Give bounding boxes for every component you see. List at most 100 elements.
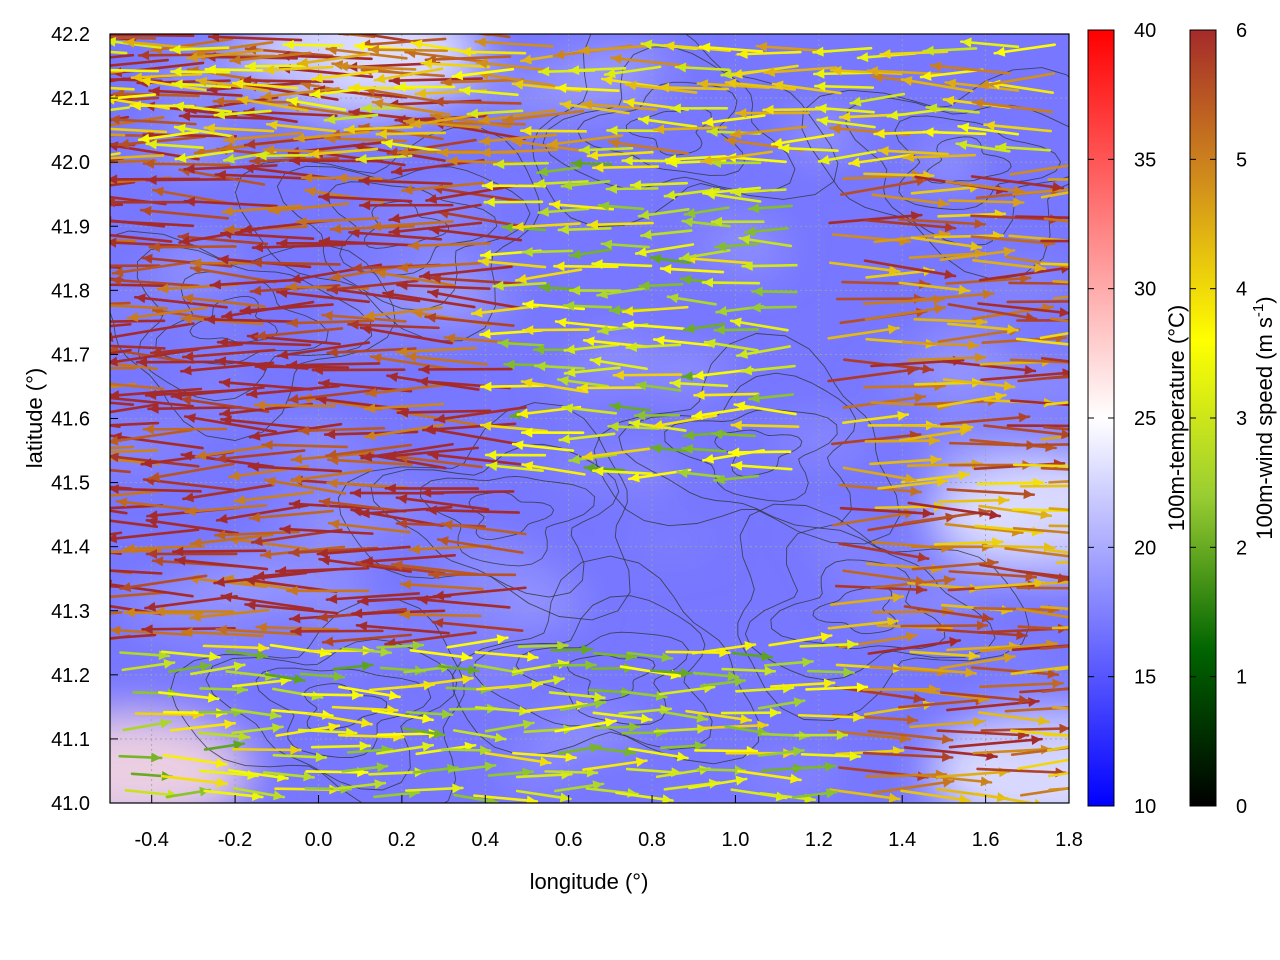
wind-arrow bbox=[946, 488, 1036, 500]
wind-arrow bbox=[250, 257, 341, 268]
wind-arrow bbox=[343, 124, 414, 135]
x-tick-label: -0.4 bbox=[134, 829, 168, 851]
wind-arrow bbox=[139, 206, 230, 220]
wind-arrow bbox=[406, 674, 474, 688]
wind-arrow bbox=[688, 775, 748, 790]
wind-arrow bbox=[546, 134, 624, 149]
wind-arrow bbox=[477, 256, 547, 269]
wind-arrow bbox=[1040, 605, 1069, 611]
wind-arrow bbox=[560, 179, 611, 191]
wind-arrow bbox=[839, 506, 935, 519]
y-tick-label: 41.4 bbox=[51, 537, 90, 559]
wind-arrow bbox=[223, 131, 303, 145]
wind-arrow bbox=[110, 382, 165, 391]
y-tick-label: 41.1 bbox=[51, 729, 90, 751]
wind-arrow bbox=[702, 186, 762, 198]
y-axis-ticks: 41.0 41.1 41.2 41.3 41.4 41.5 41.6 41.7 41.8 41.9… bbox=[51, 24, 118, 815]
wind-arrow bbox=[563, 366, 621, 378]
wind-arrow bbox=[691, 640, 757, 655]
wind-arrow bbox=[272, 752, 328, 763]
wind-arrow bbox=[797, 712, 865, 723]
colorbar-tick-label: 6 bbox=[1236, 20, 1247, 42]
wind-arrow bbox=[589, 356, 648, 371]
wind-arrow bbox=[231, 723, 284, 735]
wind-arrow bbox=[657, 82, 730, 93]
wind-arrow bbox=[276, 341, 371, 360]
wind-arrow bbox=[1051, 706, 1069, 710]
wind-arrow bbox=[262, 64, 334, 75]
wind-arrow bbox=[311, 365, 406, 376]
wind-arrow bbox=[203, 789, 264, 801]
wind-arrow bbox=[395, 346, 478, 357]
y-tick-label: 42.2 bbox=[51, 24, 90, 46]
wind-arrow bbox=[945, 180, 1026, 196]
colorbar-tick-label: 3 bbox=[1236, 408, 1247, 430]
wind-arrow bbox=[1040, 262, 1069, 266]
wind-arrow bbox=[145, 139, 204, 150]
wind-arrow bbox=[685, 709, 753, 724]
wind-arrow bbox=[550, 644, 594, 655]
wind-arrow bbox=[621, 305, 689, 317]
wind-arrow bbox=[174, 149, 234, 163]
temperature-patch bbox=[643, 355, 728, 389]
wind-arrow bbox=[1014, 215, 1069, 219]
wind-arrow bbox=[110, 633, 157, 640]
wind-arrow bbox=[929, 61, 1011, 75]
wind-arrow bbox=[327, 519, 411, 534]
wind-arrow bbox=[561, 403, 618, 415]
wind-arrow bbox=[316, 545, 411, 559]
x-tick-label: 1.0 bbox=[722, 829, 750, 851]
wind-arrow bbox=[693, 390, 760, 401]
wind-arrow bbox=[264, 673, 306, 684]
wind-arrow bbox=[364, 383, 450, 398]
wind-arrow bbox=[605, 183, 659, 194]
wind-arrow bbox=[286, 388, 378, 404]
wind-arrow bbox=[682, 322, 726, 334]
wind-arrow bbox=[369, 220, 454, 232]
wind-arrow bbox=[634, 380, 682, 392]
wind-arrow bbox=[977, 72, 1056, 90]
wind-arrow bbox=[637, 115, 698, 129]
colorbar-tick-label: 25 bbox=[1134, 408, 1156, 430]
wind-arrow bbox=[183, 196, 278, 208]
wind-arrow bbox=[1012, 463, 1069, 468]
wind-arrow bbox=[432, 586, 527, 601]
x-tick-label: 0.8 bbox=[638, 829, 666, 851]
wind-arrow bbox=[140, 253, 233, 268]
wind-arrow bbox=[239, 303, 334, 316]
wind-arrow bbox=[1044, 733, 1069, 737]
wind-arrow bbox=[649, 253, 692, 265]
wind-colorbar: 0 1 2 3 4 5 6 100m-wind speed (m s-1) bbox=[1189, 20, 1277, 818]
wind-arrow bbox=[279, 524, 374, 535]
wind-arrow bbox=[720, 707, 782, 718]
wind-arrow bbox=[407, 240, 492, 251]
wind-arrow bbox=[232, 787, 286, 801]
wind-arrow bbox=[533, 361, 586, 372]
wind-arrow bbox=[418, 265, 513, 281]
wind-arrow bbox=[362, 306, 443, 321]
wind-arrow bbox=[867, 729, 954, 745]
wind-arrow bbox=[736, 49, 802, 60]
x-tick-label: 1.6 bbox=[972, 829, 1000, 851]
wind-arrow bbox=[418, 364, 513, 375]
wind-arrow bbox=[311, 69, 379, 83]
x-tick-label: 1.2 bbox=[805, 829, 833, 851]
wind-arrow bbox=[596, 287, 647, 299]
wind-arrow bbox=[569, 248, 613, 260]
colorbar-tick-label: 20 bbox=[1134, 537, 1156, 559]
wind-arrow bbox=[203, 123, 275, 134]
wind-arrow bbox=[769, 678, 836, 689]
wind-arrow bbox=[777, 143, 839, 154]
wind-arrow bbox=[115, 497, 201, 512]
wind-arrow bbox=[638, 280, 684, 291]
x-tick-label: 0.6 bbox=[555, 829, 583, 851]
wind-arrow bbox=[649, 443, 693, 454]
wind-arrow bbox=[288, 546, 379, 558]
wind-arrow bbox=[318, 497, 407, 513]
wind-arrow bbox=[384, 483, 480, 494]
wind-arrow bbox=[207, 34, 303, 43]
wind-arrow bbox=[864, 304, 947, 321]
wind-arrow bbox=[162, 753, 228, 768]
wind-arrow bbox=[748, 393, 795, 404]
wind-arrow bbox=[110, 264, 161, 268]
